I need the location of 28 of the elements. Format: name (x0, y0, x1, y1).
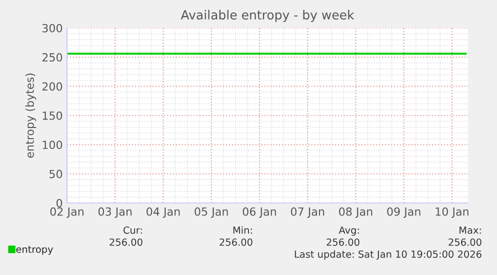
text: Cur: (123, 226, 142, 234)
x-tick-label: 02 Jan (50, 207, 84, 218)
text: Max: (460, 226, 481, 234)
y-tick-label: 50 (50, 170, 62, 178)
y-tick-label: 200 (42, 82, 62, 91)
x-tick-label: 05 Jan (194, 207, 228, 218)
x-tick-label: 10 Jan (436, 207, 468, 218)
y-tick-label: 100 (42, 140, 62, 150)
y-tick-label: 0 (56, 198, 62, 208)
x-tick-label: 09 Jan (387, 207, 420, 218)
chart-title: Available entropy - by week (180, 10, 354, 22)
legend-label: entropy (16, 246, 54, 255)
x-tick-label: 06 Jan (242, 207, 276, 218)
text: Min: (233, 226, 252, 234)
x-tick-label: 08 Jan (339, 207, 372, 218)
x-tick-label: 04 Jan (146, 207, 180, 218)
text: 256.00 (326, 238, 360, 246)
text: 256.00 (448, 238, 482, 246)
text: 256.00 (110, 238, 142, 246)
y-tick-label: 250 (42, 53, 62, 62)
x-tick-label: 07 Jan (290, 207, 324, 218)
text: Last update: Sat Jan 10 19:05:00 2026 (294, 250, 482, 260)
y-axis-title: entropy (bytes) (25, 74, 36, 158)
y-tick-label: 150 (42, 111, 62, 120)
x-tick-label: 03 Jan (98, 207, 132, 218)
text: Avg: (338, 226, 359, 236)
y-tick-label: 300 (42, 24, 62, 32)
text: 256.00 (220, 238, 252, 246)
